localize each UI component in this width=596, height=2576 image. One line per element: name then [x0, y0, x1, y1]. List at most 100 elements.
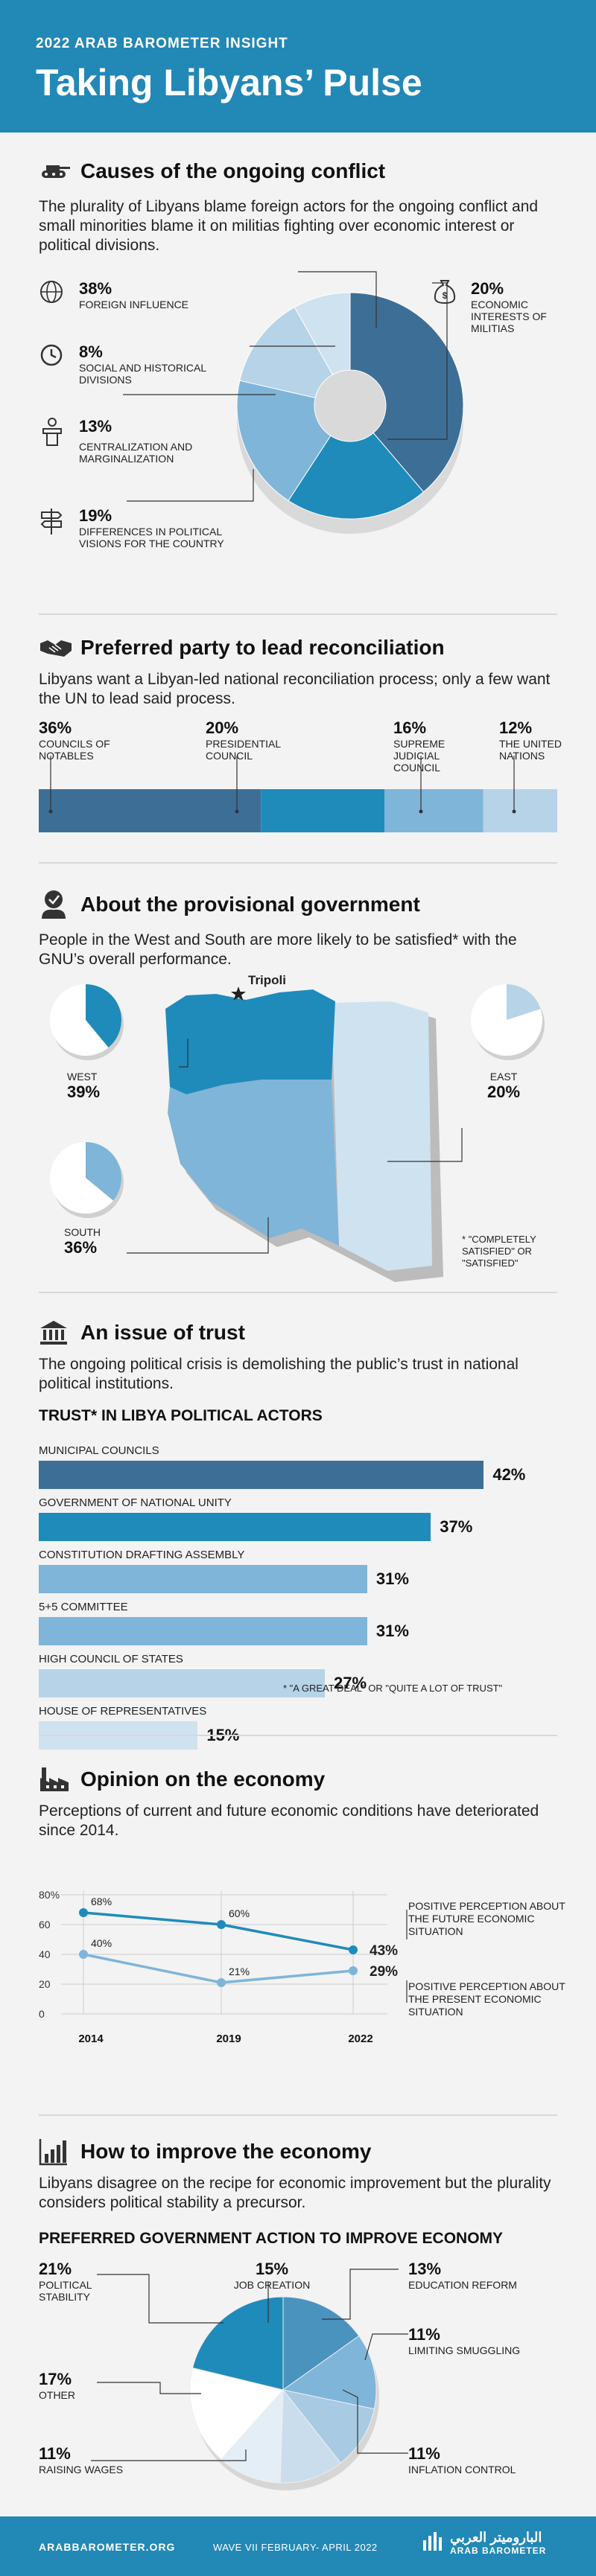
- category-label: INFLATION CONTROL: [408, 2464, 516, 2475]
- arab-barometer-logo-icon: [422, 2530, 444, 2556]
- action-job-creation: 15% JOB CREATION: [224, 2260, 320, 2291]
- approval-badge-icon: [39, 890, 80, 919]
- legend-future: POSITIVE PERCEPTION ABOUT THE FUTURE ECO…: [408, 1900, 572, 1938]
- libya-satisfaction-map: [50, 984, 545, 1282]
- section-header: How to improve the economy: [39, 2137, 372, 2167]
- legend-present: POSITIVE PERCEPTION ABOUT THE PRESENT EC…: [408, 1980, 572, 2018]
- value-label: 20%: [206, 718, 239, 737]
- section-divider: [39, 613, 557, 615]
- value-label: 20%: [471, 279, 504, 298]
- pie-satisfied-1: [507, 984, 541, 1020]
- series-point: [79, 1950, 88, 1959]
- tank-icon: [39, 156, 80, 186]
- value-label: 11%: [39, 2444, 71, 2463]
- map-region-south: [168, 1080, 339, 1246]
- pie-satisfied-0: [86, 984, 121, 1048]
- section-government: About the provisional government People …: [0, 890, 596, 1293]
- trust-value-label: 31%: [375, 1622, 409, 1640]
- podium-speaker-icon: [39, 417, 66, 450]
- east-label: EAST 20%: [487, 1071, 520, 1102]
- line-chart-plot: 80% 60 40 20 0 2014 2019 2022 68% 60% 43% 40% 21% 29%: [39, 1889, 408, 2045]
- section-improve-economy: How to improve the economy Libyans disag…: [0, 2137, 596, 2502]
- category-label: CENTRALIZATION AND MARGINALIZATION: [79, 441, 193, 465]
- region-name: EAST: [489, 1071, 518, 1083]
- legend-future-text: POSITIVE PERCEPTION ABOUT THE FUTURE ECO…: [408, 1900, 565, 1937]
- economy-line-chart: 80% 60 40 20 0 2014 2019 2022 68% 60% 43% 40% 21% 29%: [39, 1889, 408, 2045]
- improve-economy-pie: [91, 2269, 408, 2490]
- party-un-label: 12% THE UNITED NATIONS: [499, 718, 566, 762]
- trust-category-label: HOUSE OF REPRESENTATIVES: [39, 1705, 207, 1718]
- trust-bar: [39, 1565, 367, 1593]
- party-presidential-label: 20% PRESIDENTIAL COUNCIL: [206, 718, 302, 762]
- trust-category-label: GOVERNMENT OF NATIONAL UNITY: [39, 1496, 232, 1509]
- category-label: LIMITING SMUGGLING: [408, 2344, 521, 2356]
- donut-slice-3: [239, 306, 334, 398]
- value-label: 8%: [79, 342, 103, 361]
- value-label: 38%: [79, 279, 112, 298]
- category-label: SUPREME JUDICIAL COUNCIL: [393, 738, 446, 774]
- pie-slice-0: [282, 2296, 360, 2391]
- improve-chart-title: PREFERRED GOVERNMENT ACTION TO IMPROVE E…: [39, 2230, 504, 2247]
- value-label: 36%: [39, 718, 72, 737]
- data-label: 21%: [229, 1966, 250, 1977]
- y-tick-label: 0: [39, 2008, 45, 2020]
- section-divider: [39, 1292, 557, 1293]
- footer-site-link[interactable]: ARABBAROMETER.ORG: [39, 2541, 176, 2553]
- value-label: 13%: [79, 417, 112, 436]
- value-label: 13%: [408, 2260, 442, 2278]
- action-raising-wages: 11% RAISING WAGES: [39, 2444, 158, 2475]
- category-label: DIFFERENCES IN POLITICAL VISIONS FOR THE…: [79, 526, 224, 549]
- section-divider: [39, 1735, 557, 1736]
- map-region-west: [165, 989, 335, 1094]
- series-line-0: [83, 1911, 354, 1951]
- section-intro: The ongoing political crisis is demolish…: [39, 1356, 519, 1392]
- series-point: [217, 1978, 226, 1987]
- action-limiting-smuggling: 11% LIMITING SMUGGLING: [408, 2325, 557, 2356]
- factory-icon: [39, 1764, 80, 1794]
- trust-category-label: MUNICIPAL COUNCILS: [39, 1444, 159, 1457]
- trust-bar: [39, 1669, 325, 1697]
- donut-slice-1: [288, 432, 425, 520]
- section-divider: [39, 2114, 557, 2116]
- action-education-reform: 13% EDUCATION REFORM: [408, 2260, 557, 2291]
- section-header: Causes of the ongoing conflict: [39, 156, 385, 186]
- donut-slice-0: [349, 292, 464, 493]
- category-label: RAISING WAGES: [39, 2464, 124, 2475]
- footer-wave: WAVE VII FEBRUARY- APRIL 2022: [213, 2542, 378, 2553]
- region-value: 20%: [487, 1083, 521, 1101]
- trust-category-label: 5+5 COMMITTEE: [39, 1601, 128, 1613]
- section-divider: [39, 862, 557, 864]
- region-satisfaction-pies: [50, 984, 545, 1218]
- section-title: Preferred party to lead reconciliation: [80, 636, 445, 659]
- section-trust: An issue of trust The ongoing political …: [0, 1318, 596, 1750]
- data-label: 40%: [91, 1937, 112, 1949]
- value-label: 21%: [39, 2260, 72, 2278]
- data-label: 60%: [229, 1907, 250, 1919]
- south-label: SOUTH 36%: [64, 1226, 101, 1257]
- region-value: 39%: [67, 1083, 101, 1101]
- trust-category-label: HIGH COUNCIL OF STATES: [39, 1653, 183, 1665]
- pie-slice-2: [282, 2389, 375, 2464]
- region-name: SOUTH: [64, 1226, 101, 1238]
- series-point: [79, 1908, 88, 1917]
- trust-chart-title: TRUST* IN LIBYA POLITICAL ACTORS: [39, 1407, 323, 1424]
- action-political-stability: 21% POLITICAL STABILITY: [39, 2260, 143, 2303]
- stack-segment-3: [483, 789, 557, 832]
- west-label: WEST 39%: [67, 1071, 100, 1102]
- x-tick-label: 2022: [348, 2033, 372, 2045]
- section-header: An issue of trust: [39, 1318, 245, 1348]
- stack-leader-dot-2: [419, 809, 423, 814]
- section-intro: The plurality of Libyans blame foreign a…: [39, 198, 539, 254]
- causes-donut-chart: [123, 271, 464, 534]
- page-title: Taking Libyans’ Pulse: [36, 62, 422, 103]
- y-tick-label: 20: [39, 1978, 51, 1990]
- leader-lines: [123, 271, 448, 502]
- value-label: 11%: [408, 2325, 440, 2344]
- section-causes: Causes of the ongoing conflict The plura…: [0, 156, 596, 615]
- section-intro: Libyans want a Libyan-led national recon…: [39, 671, 551, 707]
- bar-growth-icon: [39, 2137, 80, 2167]
- x-tick-label: 2014: [78, 2033, 104, 2045]
- trust-bar: [39, 1461, 484, 1489]
- globe-icon: [39, 279, 64, 308]
